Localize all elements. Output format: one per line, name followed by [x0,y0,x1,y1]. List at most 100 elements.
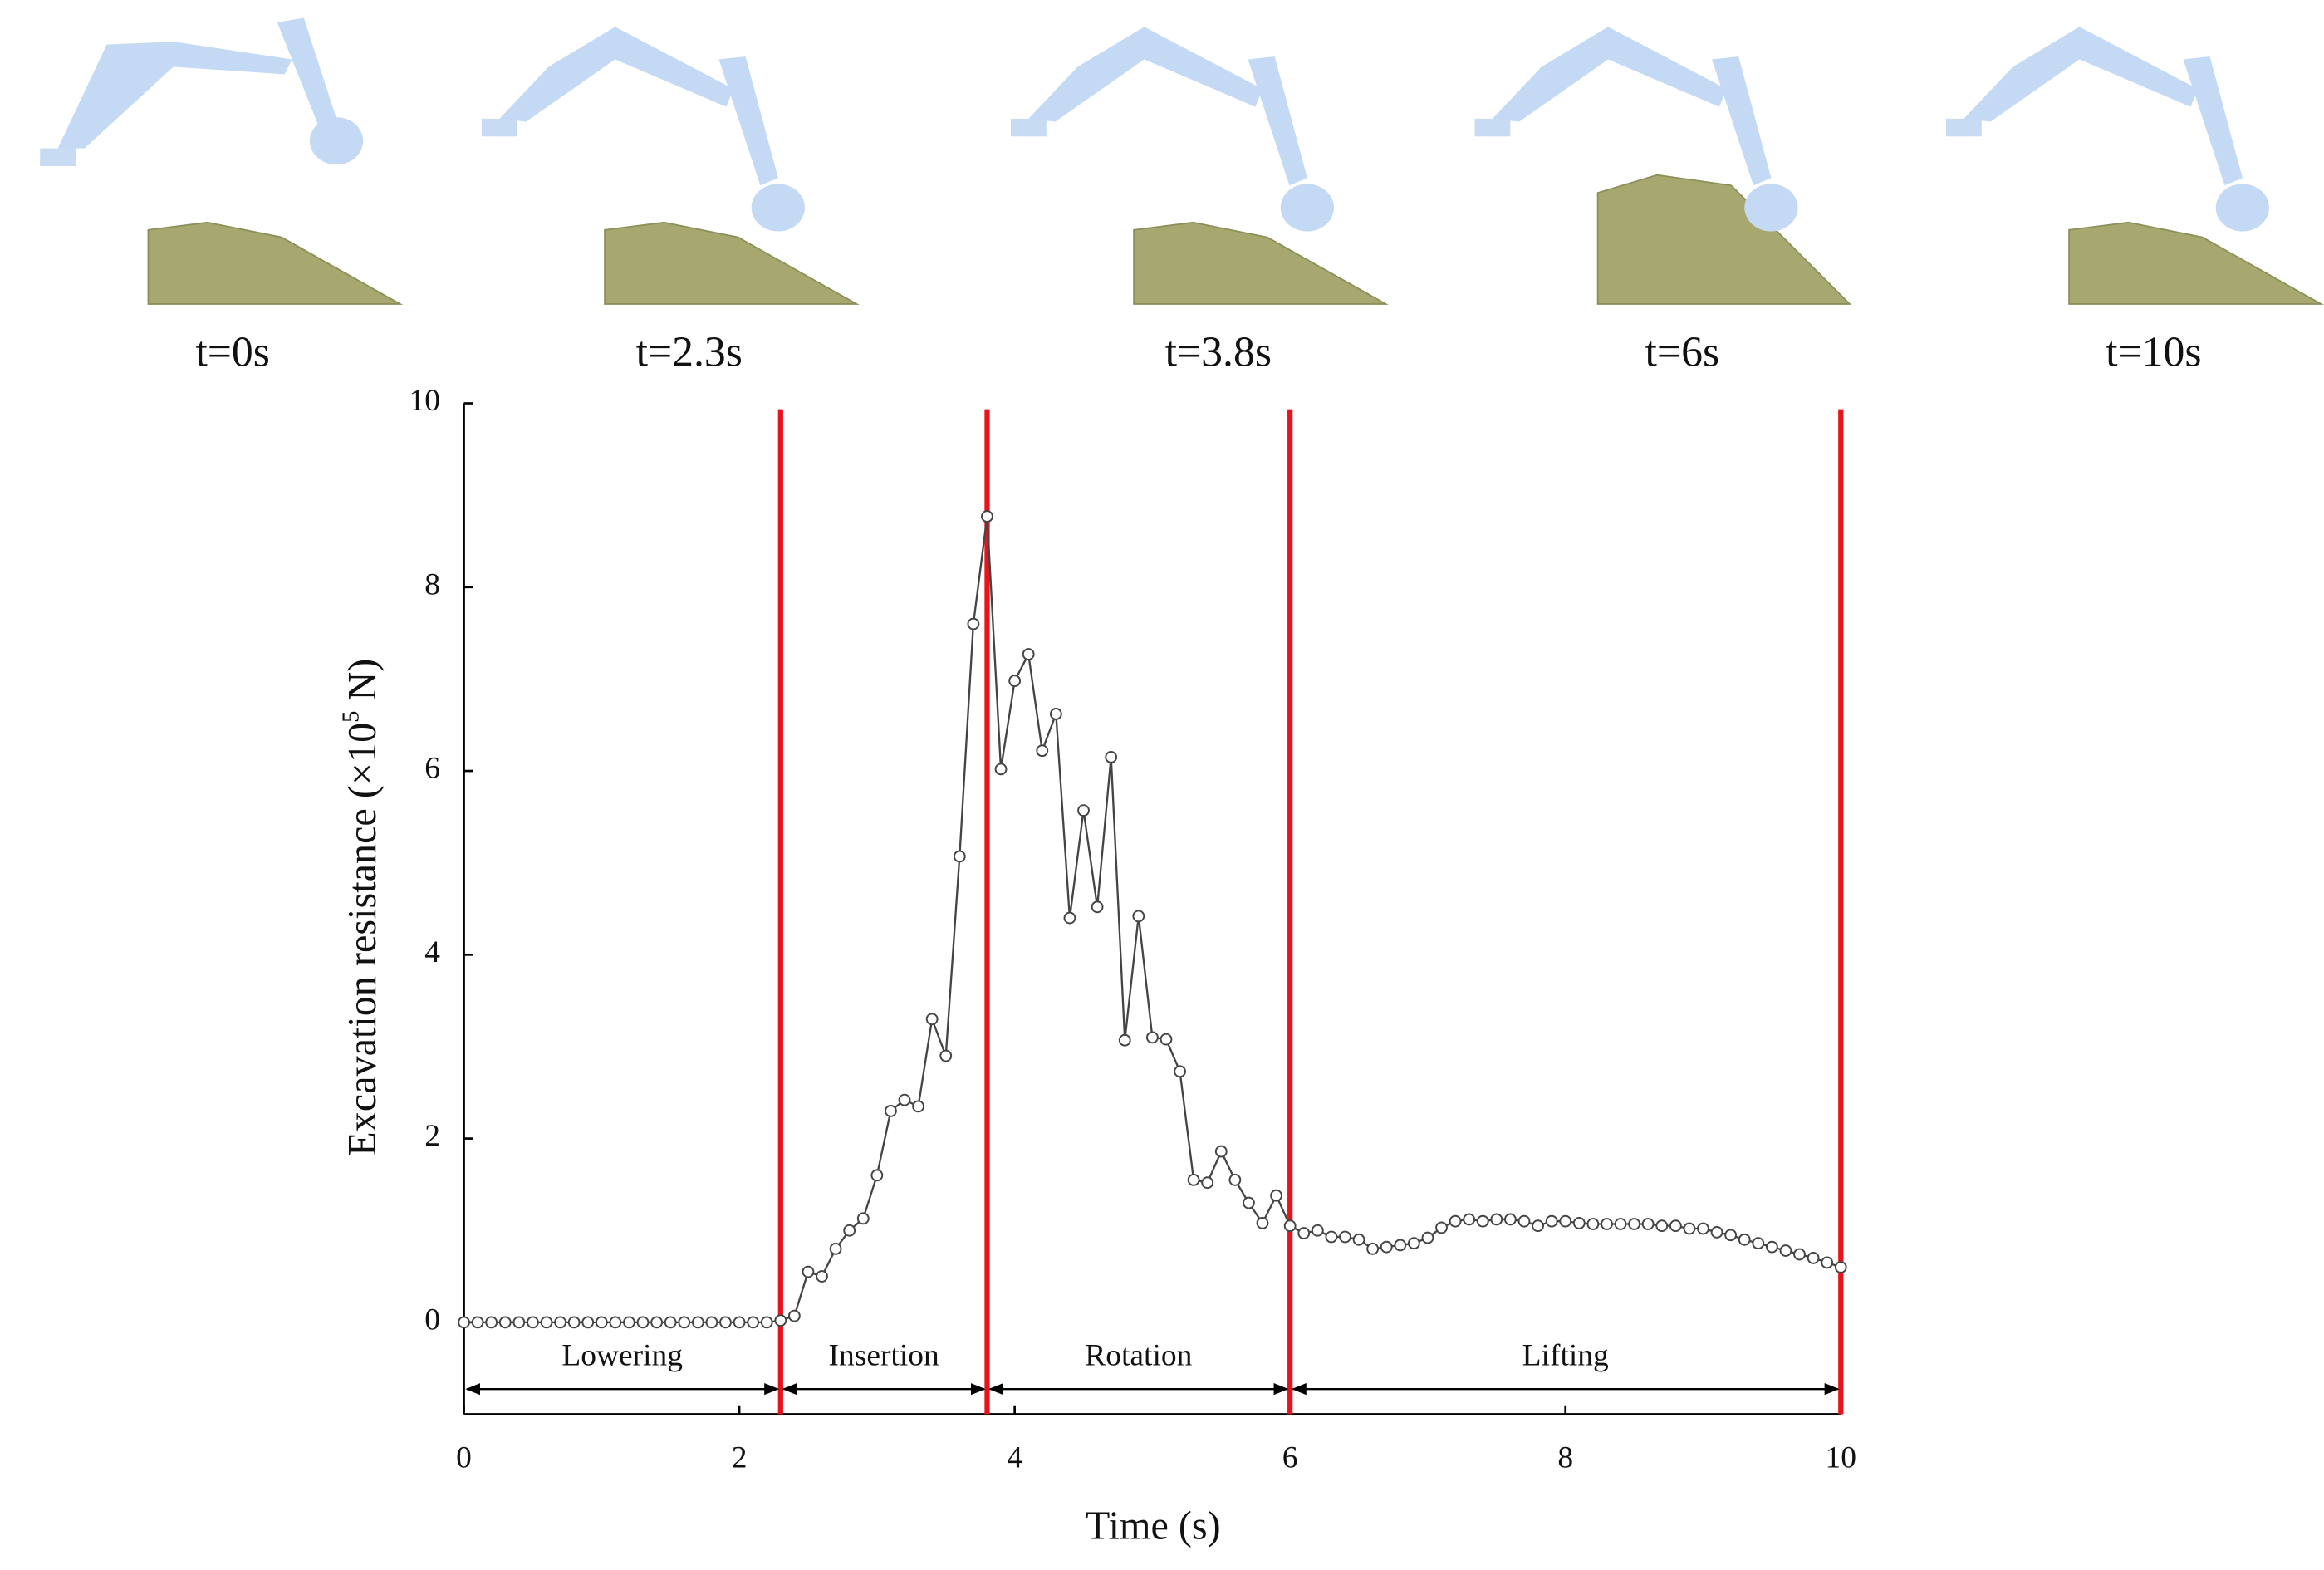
data-point [498,1316,512,1329]
data-point [512,1316,526,1329]
data-point [967,617,980,630]
data-point [458,1316,470,1329]
y-axis-label-text: Excavation resistance (×10 [341,723,385,1156]
data-point [747,1316,760,1329]
data-point [1504,1213,1517,1226]
data-point [1765,1240,1778,1254]
data-point [994,763,1008,776]
data-point [1091,900,1104,914]
soil-pile [1596,174,1852,305]
y-tick-label: 4 [424,935,440,969]
data-point [1641,1218,1655,1230]
data-point [471,1316,484,1329]
excavator-stick [2183,56,2243,186]
data-point [1683,1222,1696,1235]
data-point [760,1316,773,1329]
soil-pile [604,221,860,305]
data-point [650,1316,664,1329]
data-point [1228,1173,1242,1186]
data-point [1214,1145,1228,1158]
data-point [1435,1221,1448,1234]
y-tick-label: 6 [424,752,440,786]
y-tick-label: 10 [409,384,440,418]
soil-pile [1133,221,1389,305]
x-axis-label: Time (s) [1086,1504,1221,1548]
data-point [1339,1230,1351,1244]
data-point [595,1316,608,1329]
data-point [1366,1242,1380,1255]
excavator-bucket [309,117,364,165]
data-point [1145,1031,1159,1044]
data-point [1490,1213,1503,1226]
excavator-bucket [2215,184,2269,232]
data-point [1256,1216,1269,1229]
data-point [1174,1065,1186,1078]
data-point [870,1169,884,1182]
data-point [1352,1233,1365,1246]
data-point [1463,1213,1476,1226]
snapshot: t=6s [1474,27,1852,375]
data-point [1243,1196,1255,1209]
data-point [856,1212,870,1225]
data-point [1779,1244,1792,1257]
data-point [829,1242,842,1255]
data-point [540,1316,553,1329]
data-point [1601,1218,1613,1230]
snapshot-label: t=6s [1645,328,1720,375]
excavator-bucket [1280,184,1334,232]
excavator-stick [1712,56,1772,186]
data-point [1407,1237,1420,1250]
y-tick-label: 8 [424,567,440,601]
excavator-boom [1028,27,1263,122]
data-line [463,516,1841,1324]
data-point [1628,1218,1641,1230]
excavator-base [1945,118,1982,137]
data-point [1614,1218,1627,1230]
phase-label: Insertion [829,1338,939,1372]
data-point [636,1316,650,1329]
y-tick-label: 0 [424,1303,440,1337]
data-point [816,1270,828,1283]
data-point [981,510,993,523]
excavator-bucket [1744,184,1798,232]
data-point [678,1316,691,1329]
excavator-stick [718,56,778,186]
data-point [1572,1216,1586,1229]
data-point [1697,1222,1709,1235]
data-point [774,1314,787,1327]
excavator-bucket [751,184,805,232]
data-point [1710,1226,1723,1239]
snapshot-label: t=10s [2106,328,2201,375]
data-point [1559,1214,1572,1228]
data-point [1724,1229,1738,1242]
data-point [912,1100,924,1113]
y-axis-label: Excavation resistance (×105 N) [338,659,385,1156]
data-point [1105,751,1118,763]
x-tick-label: 10 [1826,1440,1856,1474]
snapshot-label: t=2.3s [636,328,743,375]
data-point [1325,1230,1338,1244]
data-point [1297,1227,1311,1239]
data-point [1201,1176,1214,1190]
data-point [1311,1224,1324,1237]
data-point [1421,1231,1434,1244]
data-point [1476,1214,1489,1228]
excavator-base [1474,118,1511,137]
data-point [609,1316,622,1329]
x-tick-label: 4 [1007,1440,1022,1474]
data-point [885,1104,897,1117]
excavator-boom [57,42,292,149]
data-point [1449,1214,1462,1228]
data-point [733,1316,746,1329]
y-axis-label-end: N) [341,659,385,711]
data-point [1752,1237,1765,1250]
snapshot: t=2.3s [481,27,860,375]
x-tick-label: 8 [1557,1440,1573,1474]
excavator-stick [277,17,337,126]
data-point [1063,911,1076,925]
snapshot-label: t=3.8s [1165,328,1272,375]
data-point [1022,648,1035,660]
data-point [567,1316,581,1329]
